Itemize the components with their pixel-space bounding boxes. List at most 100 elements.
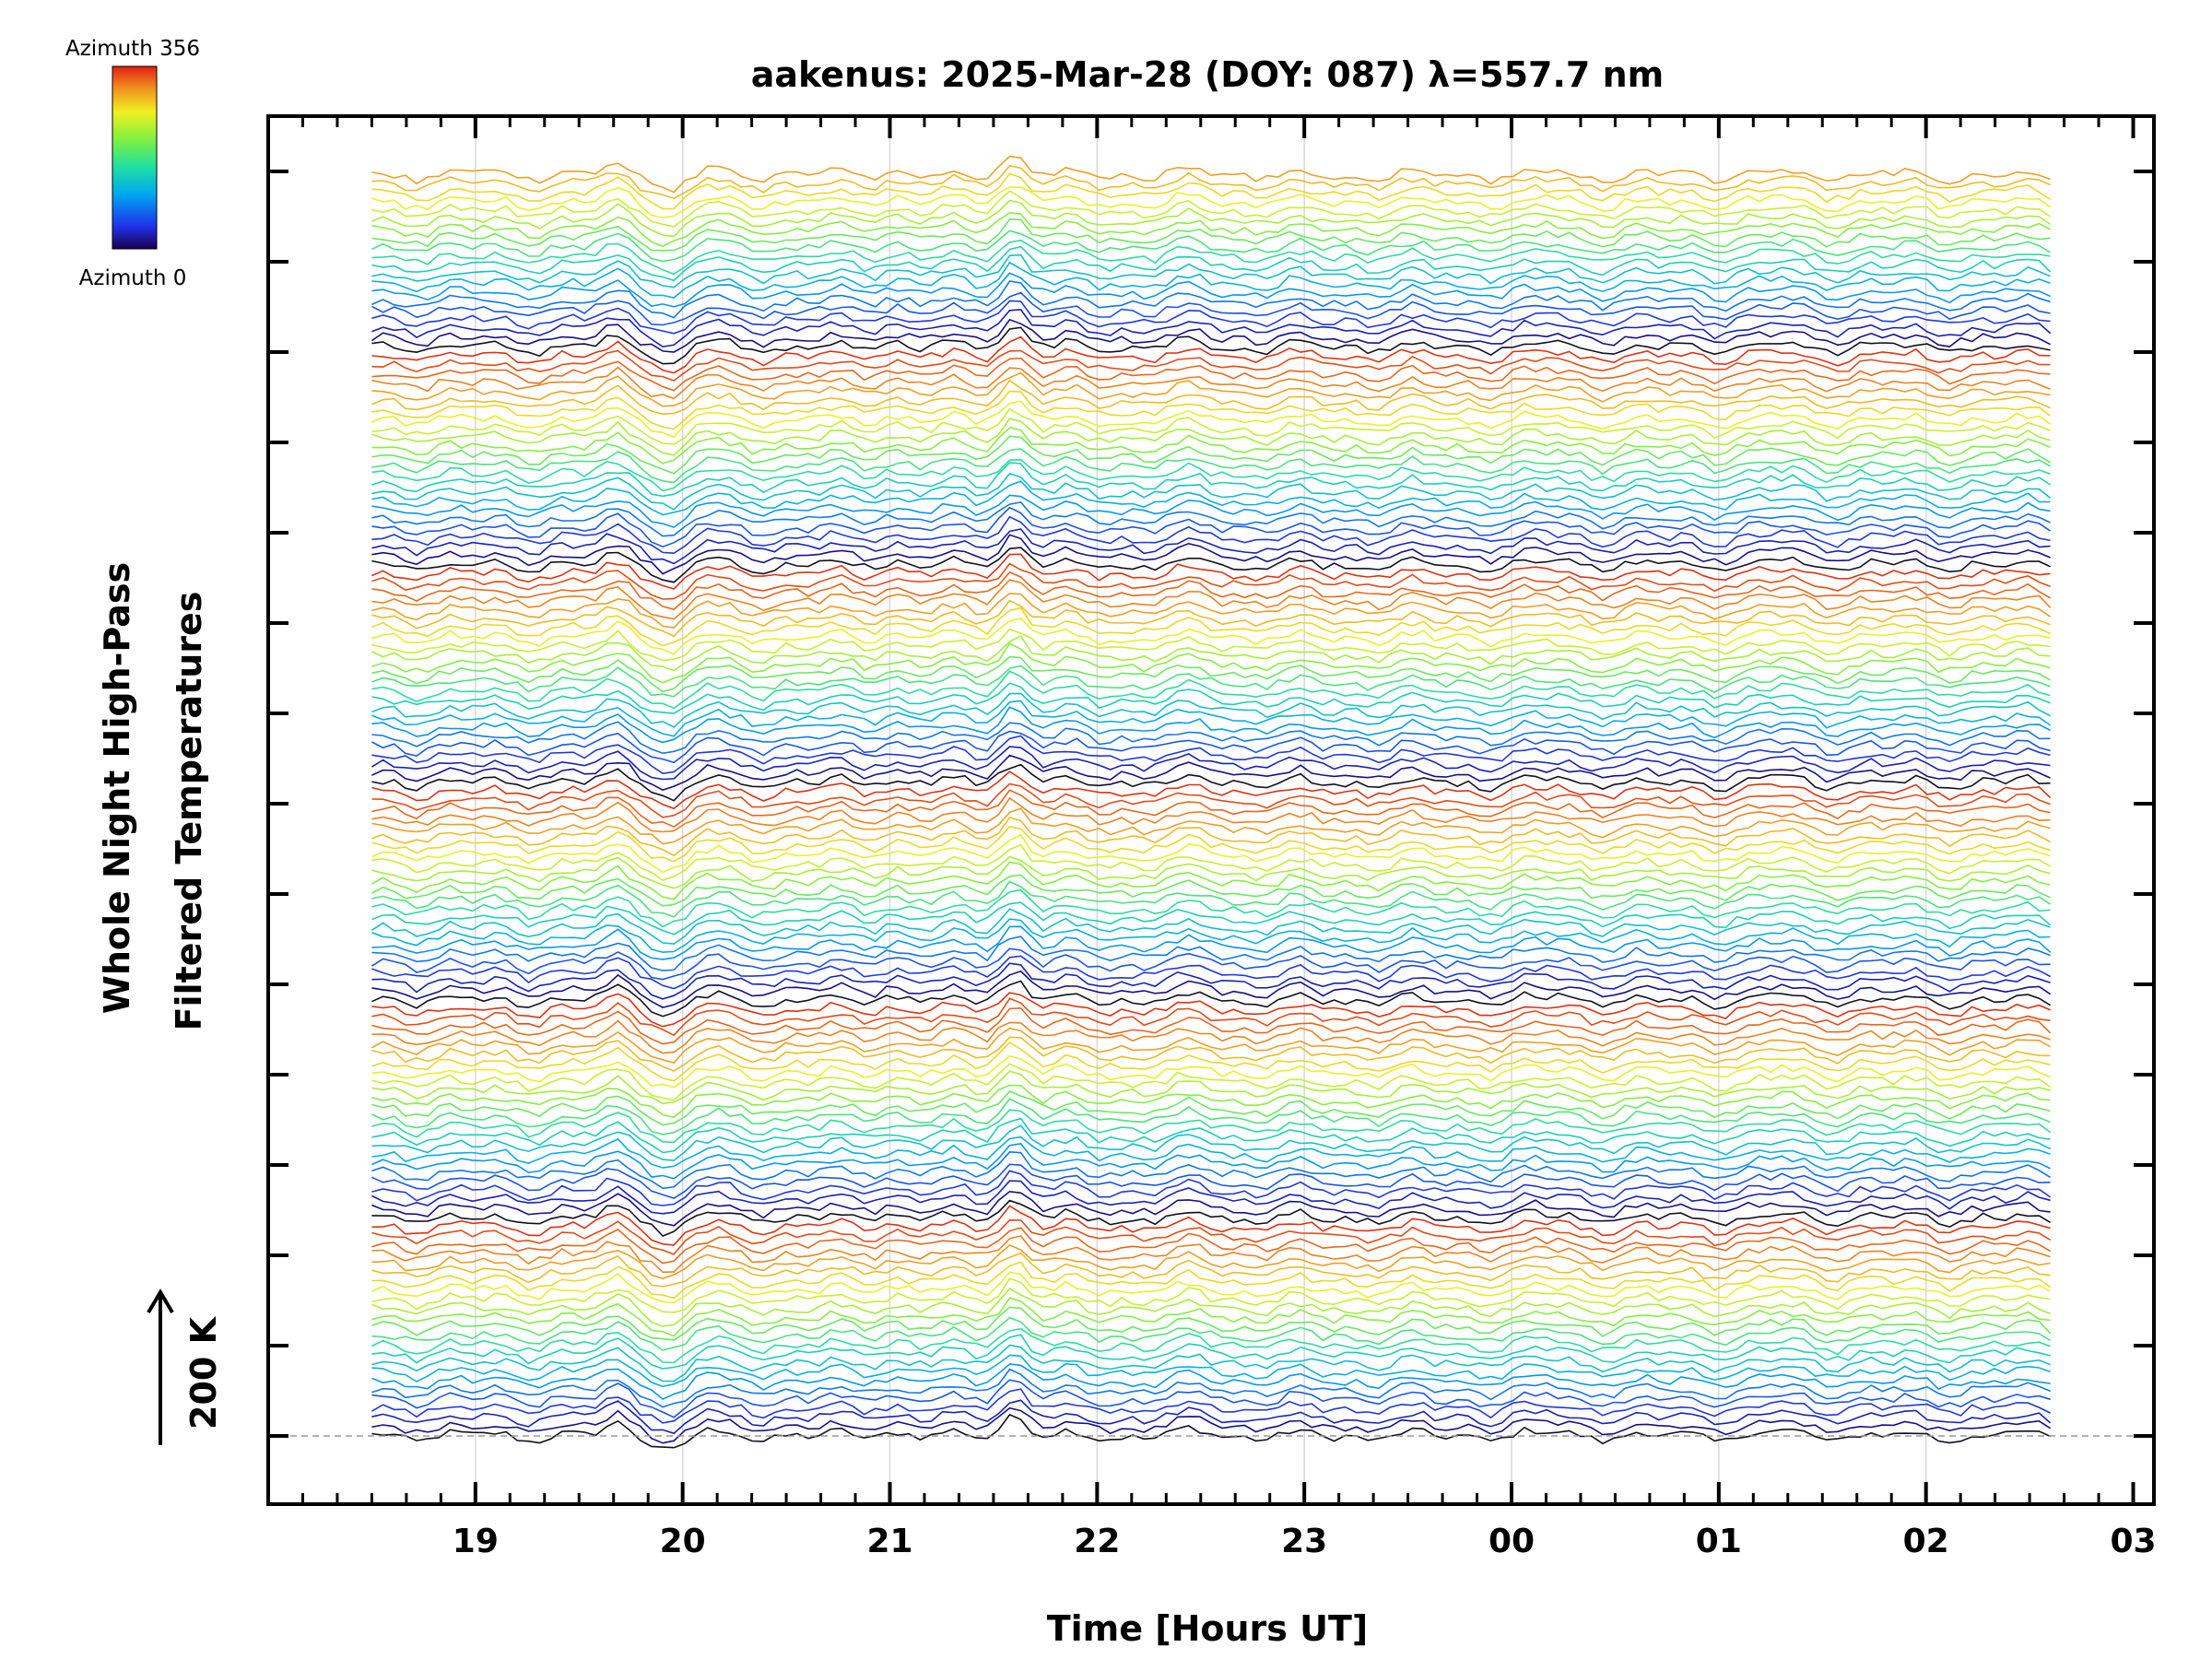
azimuth-trace xyxy=(371,553,2051,590)
azimuth-trace xyxy=(371,253,2051,288)
azimuth-trace xyxy=(371,970,2052,1008)
azimuth-trace xyxy=(371,1344,2051,1382)
azimuth-trace xyxy=(371,501,2051,537)
azimuth-trace xyxy=(371,771,2052,810)
azimuth-trace xyxy=(371,980,2052,1018)
azimuth-trace xyxy=(371,534,2051,575)
azimuth-trace xyxy=(371,992,2051,1028)
azimuth-trace xyxy=(371,547,2051,583)
azimuth-trace xyxy=(371,186,2052,218)
azimuth-trace xyxy=(371,665,2051,698)
colorbar-gradient xyxy=(112,65,158,250)
azimuth-trace xyxy=(371,855,2051,889)
azimuth-trace xyxy=(371,218,2051,252)
azimuth-trace xyxy=(371,947,2051,981)
azimuth-trace xyxy=(371,1063,2052,1101)
azimuth-trace xyxy=(371,997,2051,1037)
azimuth-trace xyxy=(371,1098,2051,1135)
azimuth-trace xyxy=(371,1041,2051,1082)
azimuth-trace xyxy=(371,1124,2051,1161)
azimuth-trace xyxy=(371,245,2052,282)
azimuth-trace xyxy=(371,721,2051,755)
azimuth-trace xyxy=(371,1261,2052,1300)
azimuth-trace xyxy=(371,606,2051,647)
colorbar: Azimuth 356 Azimuth 0 xyxy=(65,37,200,290)
azimuth-trace xyxy=(371,918,2051,954)
azimuth-trace xyxy=(371,874,2051,907)
azimuth-trace xyxy=(371,494,2051,528)
azimuth-trace xyxy=(371,261,2051,299)
azimuth-trace xyxy=(371,379,2051,416)
x-tick-label: 00 xyxy=(1488,1523,1535,1560)
azimuth-trace xyxy=(371,190,2052,228)
azimuth-trace xyxy=(371,462,2052,498)
azimuth-trace xyxy=(371,962,2051,1000)
azimuth-trace xyxy=(371,1399,2052,1435)
azimuth-trace xyxy=(371,888,2051,928)
azimuth-trace xyxy=(371,506,2052,548)
azimuth-trace xyxy=(371,833,2051,874)
azimuth-trace xyxy=(371,1006,2052,1045)
x-axis-label: Time [Hours UT] xyxy=(1047,1608,1369,1649)
azimuth-trace xyxy=(371,291,2051,326)
azimuth-trace xyxy=(371,955,2051,990)
azimuth-trace xyxy=(371,199,2052,238)
azimuth-trace xyxy=(371,1143,2051,1180)
azimuth-trace xyxy=(371,1218,2052,1255)
x-tick-label: 20 xyxy=(660,1523,706,1560)
plot-frame xyxy=(266,114,2156,1506)
azimuth-trace xyxy=(371,366,2051,400)
azimuth-trace xyxy=(371,448,2051,484)
azimuth-trace xyxy=(371,1150,2052,1190)
azimuth-trace xyxy=(371,579,2052,620)
azimuth-trace xyxy=(371,935,2051,971)
azimuth-trace xyxy=(371,515,2051,555)
colorbar-top-label: Azimuth 356 xyxy=(65,37,200,61)
stacked-traces xyxy=(371,155,2052,1449)
azimuth-trace xyxy=(371,335,2051,374)
x-tick-label: 19 xyxy=(453,1523,499,1560)
azimuth-trace xyxy=(371,1109,2052,1144)
azimuth-trace xyxy=(371,925,2052,960)
azimuth-trace xyxy=(371,635,2051,672)
azimuth-trace xyxy=(371,1243,2051,1280)
azimuth-trace xyxy=(371,692,2051,728)
azimuth-trace xyxy=(371,628,2051,662)
azimuth-trace xyxy=(371,229,2052,263)
azimuth-trace xyxy=(371,754,2051,791)
azimuth-trace xyxy=(371,880,2052,918)
azimuth-trace xyxy=(371,1205,2051,1246)
azimuth-trace xyxy=(371,789,2051,829)
azimuth-trace xyxy=(371,1070,2051,1105)
azimuth-trace xyxy=(371,1388,2051,1424)
azimuth-trace xyxy=(371,1363,2051,1401)
azimuth-trace xyxy=(371,435,2052,475)
azimuth-trace xyxy=(371,326,2051,365)
azimuth-trace xyxy=(371,763,2051,802)
azimuth-trace xyxy=(371,1090,2051,1126)
azimuth-trace xyxy=(371,599,2051,638)
azimuth-trace xyxy=(371,458,2051,492)
azimuth-trace xyxy=(371,746,2051,781)
azimuth-trace xyxy=(371,908,2051,945)
azimuth-trace xyxy=(371,816,2051,857)
azimuth-trace xyxy=(371,700,2052,737)
azimuth-trace xyxy=(371,1306,2052,1341)
scale-indicator: 200 K xyxy=(147,1288,224,1445)
azimuth-trace xyxy=(371,730,2051,764)
azimuth-trace xyxy=(371,400,2052,439)
x-tick-label: 03 xyxy=(2110,1523,2156,1560)
azimuth-trace xyxy=(371,300,2051,335)
azimuth-trace xyxy=(371,1084,2051,1119)
azimuth-trace xyxy=(371,843,2052,881)
x-tick-label: 21 xyxy=(866,1523,912,1560)
azimuth-trace xyxy=(371,825,2051,863)
azimuth-trace xyxy=(371,1027,2051,1065)
azimuth-trace xyxy=(371,571,2052,610)
scale-label: 200 K xyxy=(183,1315,224,1430)
azimuth-trace xyxy=(371,1406,2052,1444)
chart-title: aakenus: 2025-Mar-28 (DOY: 087) λ=557.7 … xyxy=(751,54,1664,95)
azimuth-trace xyxy=(371,407,2051,445)
azimuth-trace xyxy=(371,1163,2051,1199)
